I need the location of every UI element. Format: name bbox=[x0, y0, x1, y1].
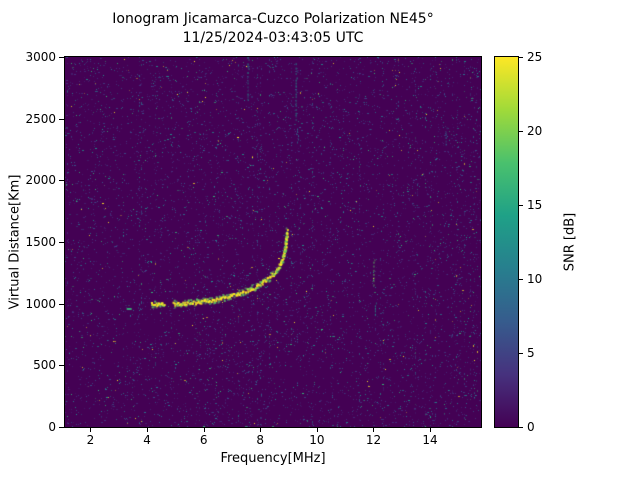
x-tick-label: 12 bbox=[365, 433, 382, 447]
y-tick-label: 500 bbox=[33, 358, 56, 373]
colorbar-tick-mark bbox=[519, 427, 523, 428]
y-tick-label: 0 bbox=[48, 420, 56, 434]
y-tick-mark bbox=[59, 365, 64, 367]
colorbar-tick-label: 25 bbox=[527, 50, 543, 64]
y-tick-mark bbox=[59, 57, 64, 58]
x-tick-mark bbox=[203, 428, 205, 432]
colorbar-tick-mark bbox=[519, 57, 523, 58]
colorbar-tick-label: 0 bbox=[527, 420, 535, 434]
y-tick-label: 3000 bbox=[25, 50, 56, 64]
colorbar bbox=[494, 56, 519, 428]
colorbar-tick-label: 10 bbox=[527, 272, 543, 286]
x-tick-label: 4 bbox=[143, 433, 151, 447]
plot-frame bbox=[64, 56, 482, 428]
x-axis-label: Frequency[MHz] bbox=[220, 451, 326, 466]
colorbar-tick-label: 15 bbox=[527, 198, 543, 212]
y-tick-mark bbox=[59, 242, 64, 243]
x-tick-label: 10 bbox=[309, 433, 325, 447]
y-tick-label: 1500 bbox=[25, 235, 56, 249]
x-tick-mark bbox=[373, 428, 375, 432]
x-tick-mark bbox=[147, 428, 149, 432]
y-tick-mark bbox=[59, 118, 64, 120]
ionogram-canvas bbox=[65, 57, 481, 427]
colorbar-gradient bbox=[495, 57, 518, 427]
colorbar-tick-mark bbox=[519, 353, 523, 354]
colorbar-tick-label: 20 bbox=[527, 124, 543, 138]
chart-subtitle: 11/25/2024-03:43:05 UTC bbox=[182, 30, 364, 46]
chart-title: Ionogram Jicamarca-Cuzco Polarization NE… bbox=[112, 11, 434, 27]
y-tick-label: 2000 bbox=[25, 173, 56, 188]
colorbar-tick-mark bbox=[519, 131, 523, 132]
y-tick-mark bbox=[59, 427, 64, 428]
colorbar-tick-mark bbox=[519, 205, 523, 206]
y-tick-mark bbox=[59, 303, 64, 305]
x-tick-label: 14 bbox=[422, 433, 438, 447]
colorbar-label: SNR [dB] bbox=[562, 212, 578, 272]
y-tick-label: 2500 bbox=[25, 111, 56, 126]
x-tick-label: 2 bbox=[86, 433, 95, 447]
y-tick-label: 1000 bbox=[25, 296, 56, 311]
x-tick-label: 6 bbox=[199, 433, 208, 447]
x-tick-label: 8 bbox=[256, 433, 265, 447]
colorbar-tick-mark bbox=[519, 279, 523, 280]
x-tick-mark bbox=[316, 428, 318, 432]
y-tick-mark bbox=[59, 180, 64, 182]
x-tick-mark bbox=[430, 428, 432, 432]
x-tick-mark bbox=[90, 428, 92, 432]
colorbar-tick-label: 5 bbox=[527, 346, 535, 360]
x-tick-mark bbox=[260, 428, 262, 432]
